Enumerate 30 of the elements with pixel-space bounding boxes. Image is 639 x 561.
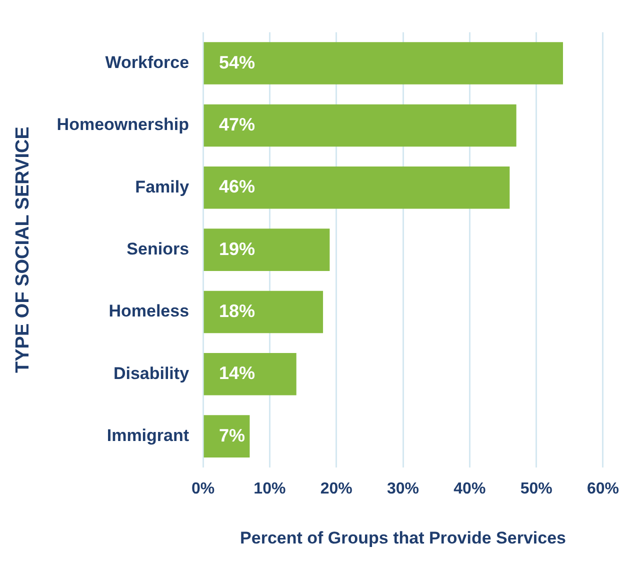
- x-axis-title: Percent of Groups that Provide Services: [240, 528, 566, 548]
- y-tick-label: Workforce: [105, 52, 190, 72]
- data-label: 18%: [219, 300, 256, 321]
- y-tick-label: Disability: [113, 364, 190, 383]
- data-label: 19%: [219, 238, 256, 259]
- y-tick-label: Homeownership: [56, 115, 190, 134]
- data-label: 46%: [219, 176, 256, 197]
- x-tick-label: 0%: [191, 480, 215, 498]
- y-tick-label: Family: [135, 177, 190, 196]
- x-tick-label: 30%: [387, 480, 420, 498]
- bar: [204, 290, 324, 334]
- y-tick-label: Immigrant: [106, 426, 190, 445]
- data-label: 7%: [219, 425, 246, 446]
- data-label: 14%: [219, 363, 256, 384]
- bar: [204, 228, 330, 271]
- x-tick-label: 40%: [454, 480, 486, 498]
- bar: [204, 353, 296, 396]
- y-tick-label: Seniors: [126, 239, 190, 258]
- data-label: 54%: [219, 52, 256, 72]
- bar: [204, 166, 510, 209]
- bar: [204, 104, 516, 147]
- y-axis-title: TYPE OF SOCIAL SERVICE: [12, 126, 34, 373]
- x-tick-label: 60%: [586, 480, 620, 498]
- y-tick-label: Homeless: [108, 302, 190, 321]
- x-tick-label: 10%: [254, 480, 286, 498]
- data-label: 47%: [219, 114, 256, 134]
- x-tick-label: 50%: [520, 480, 552, 498]
- bar: [204, 415, 250, 458]
- bar: [204, 42, 563, 84]
- x-tick-label: 20%: [320, 480, 352, 498]
